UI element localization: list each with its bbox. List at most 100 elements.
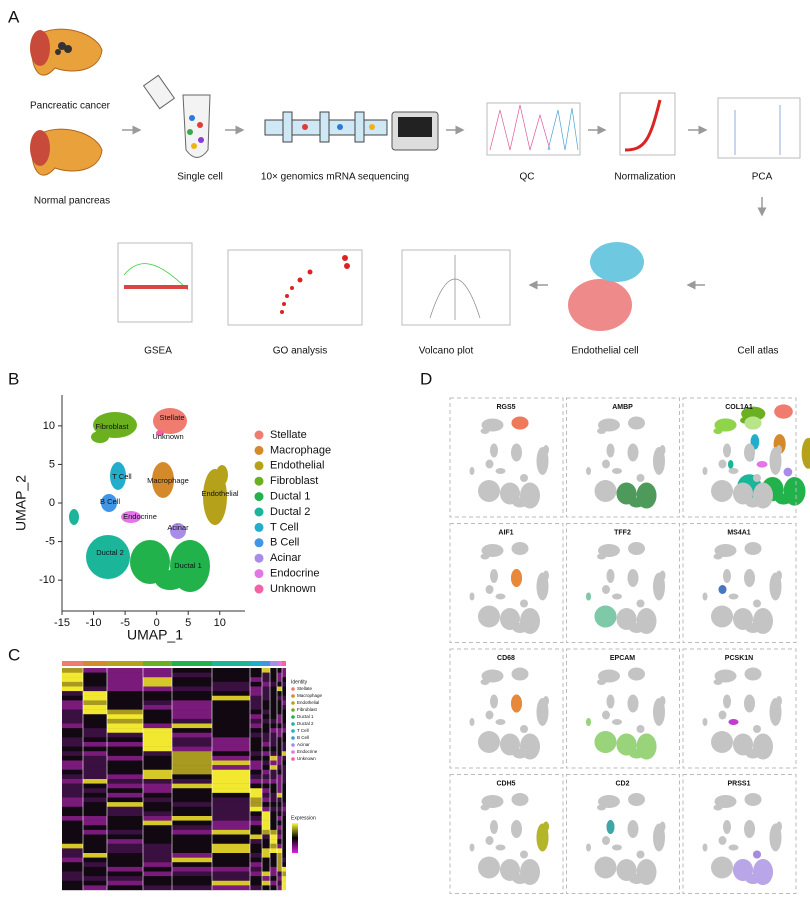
heatmap-cell: [250, 769, 262, 775]
identity-label: Stellate: [297, 686, 313, 691]
heatmap-cell: [250, 797, 262, 803]
heatmap-cell: [270, 806, 277, 812]
identity-bar: [262, 661, 270, 666]
heatmap-cell: [262, 718, 270, 724]
heatmap-cell: [143, 742, 172, 747]
heatmap-cell: [282, 728, 286, 733]
heatmap-cell: [212, 797, 250, 803]
heatmap-cell: [143, 848, 172, 854]
feature-umap: [703, 668, 783, 760]
heatmap-cell: [212, 876, 250, 881]
umap-silhouette: [470, 542, 550, 634]
heatmap-cell: [107, 774, 143, 780]
heatmap-cell: [250, 774, 262, 780]
heatmap-cell: [250, 834, 262, 840]
heatmap-cell: [107, 765, 143, 770]
heatmap-cell: [212, 672, 250, 678]
heatmap-cell: [143, 746, 172, 752]
identity-label: Macrophage: [297, 693, 323, 698]
heatmap-cell: [143, 779, 172, 784]
heatmap-cell: [83, 751, 107, 757]
legend-swatch: [254, 522, 264, 532]
heatmap-cell: [282, 783, 286, 789]
heatmap-cell: [172, 668, 212, 673]
heatmap-cell: [62, 705, 83, 710]
heatmap-cell: [212, 880, 250, 886]
heatmap-cell: [143, 862, 172, 868]
heatmap-cell: [270, 839, 277, 844]
heatmap-cell: [212, 843, 250, 849]
heatmap-cell: [262, 829, 270, 835]
heatmap-cell: [270, 779, 277, 784]
heatmap-cell: [277, 802, 282, 807]
heatmap-cell: [143, 714, 172, 720]
heatmap-cell: [262, 691, 270, 696]
heatmap-cell: [172, 871, 212, 877]
feature-umap: [470, 542, 550, 634]
heatmap-cell: [277, 834, 282, 840]
heatmap-cell: [83, 755, 107, 761]
heatmap-cell: [270, 686, 277, 692]
heatmap-cell: [62, 816, 83, 821]
heatmap-cell: [282, 695, 286, 701]
heatmap-cell: [212, 677, 250, 683]
heatmap-cell: [143, 806, 172, 812]
heatmap-cell: [212, 783, 250, 789]
heatmap-cell: [212, 839, 250, 844]
heatmap-cell: [250, 742, 262, 747]
heatmap-cell: [262, 672, 270, 678]
heatmap-cell: [270, 792, 277, 798]
heatmap-cell: [62, 746, 83, 752]
legend-label: Acinar: [270, 552, 302, 564]
identity-bar: [62, 661, 83, 666]
heatmap-cell: [250, 880, 262, 886]
heatmap-cell: [212, 765, 250, 770]
heatmap-cell: [62, 755, 83, 761]
heatmap-cell: [172, 718, 212, 724]
step-label: GSEA: [144, 346, 172, 357]
heatmap-cell: [262, 820, 270, 826]
heatmap-cell: [277, 681, 282, 687]
heatmap-cell: [143, 880, 172, 886]
gene-name: CD2: [615, 780, 629, 787]
heatmap-cell: [107, 797, 143, 803]
heatmap-cell: [172, 885, 212, 891]
heatmap-cell: [262, 834, 270, 840]
feature-umap: [703, 542, 783, 634]
heatmap-cell: [262, 880, 270, 886]
heatmap-cell: [270, 695, 277, 701]
heatmap-cell: [83, 760, 107, 766]
heatmap-cell: [282, 811, 286, 817]
heatmap-cell: [62, 700, 83, 706]
heatmap-cell: [143, 705, 172, 710]
gene-name: AIF1: [498, 529, 513, 536]
heatmap-cell: [62, 691, 83, 696]
heatmap-cell: [62, 779, 83, 784]
heatmap-cell: [277, 774, 282, 780]
heatmap-cell: [262, 839, 270, 844]
heatmap-cell: [143, 723, 172, 729]
heatmap-cell: [212, 728, 250, 733]
legend-swatch: [254, 569, 264, 579]
heatmap-cell: [83, 746, 107, 752]
heatmap-cell: [282, 677, 286, 683]
heatmap-cell: [107, 788, 143, 794]
heatmap-cell: [143, 700, 172, 706]
heatmap-cell: [250, 820, 262, 826]
heatmap-cell: [83, 802, 107, 807]
heatmap-cell: [282, 765, 286, 770]
heatmap-cell: [143, 853, 172, 858]
umap-silhouette: [586, 793, 666, 885]
cluster-label: Ductal 2: [96, 548, 124, 557]
step-label: Normalization: [614, 172, 675, 183]
heatmap-cell: [250, 723, 262, 729]
heatmap-cell: [270, 862, 277, 868]
heatmap-cell: [83, 691, 107, 696]
cluster-label: Unknown: [152, 432, 183, 441]
feature-frame: [566, 774, 680, 894]
heatmap-cell: [282, 853, 286, 858]
heatmap-cell: [107, 779, 143, 784]
heatmap-cell: [143, 755, 172, 761]
heatmap-cell: [277, 871, 282, 877]
heatmap-cell: [250, 668, 262, 673]
